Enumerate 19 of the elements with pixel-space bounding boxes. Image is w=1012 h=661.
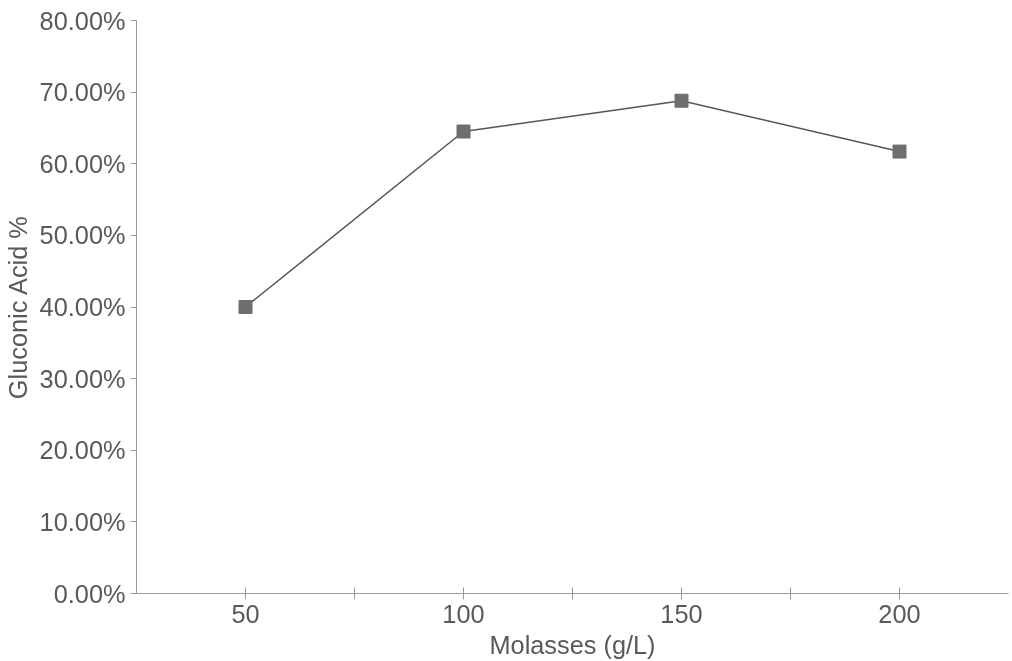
y-tick-label: 10.00%	[39, 507, 126, 536]
point	[892, 144, 907, 159]
point	[456, 124, 471, 139]
x-tick-label: 200	[878, 599, 921, 628]
x-tick-label: 100	[442, 599, 485, 628]
y-tick-label: 80.00%	[39, 6, 126, 35]
y-tick-label: 30.00%	[39, 364, 126, 393]
y-tick-label: 0.00%	[53, 579, 126, 608]
y-axis-title: Gluconic Acid %	[3, 216, 32, 400]
y-tick-label: 70.00%	[39, 78, 126, 107]
y-tick-label: 60.00%	[39, 149, 126, 178]
y-tick-label: 40.00%	[39, 293, 126, 321]
x-tick-label: 50	[231, 599, 260, 628]
y-tick-label: 20.00%	[39, 436, 126, 465]
y-tick-label: 50.00%	[39, 221, 126, 250]
point	[238, 300, 253, 314]
point	[674, 93, 689, 108]
x-tick-label: 150	[660, 599, 703, 628]
x-axis-title: Molasses (g/L)	[489, 630, 656, 659]
